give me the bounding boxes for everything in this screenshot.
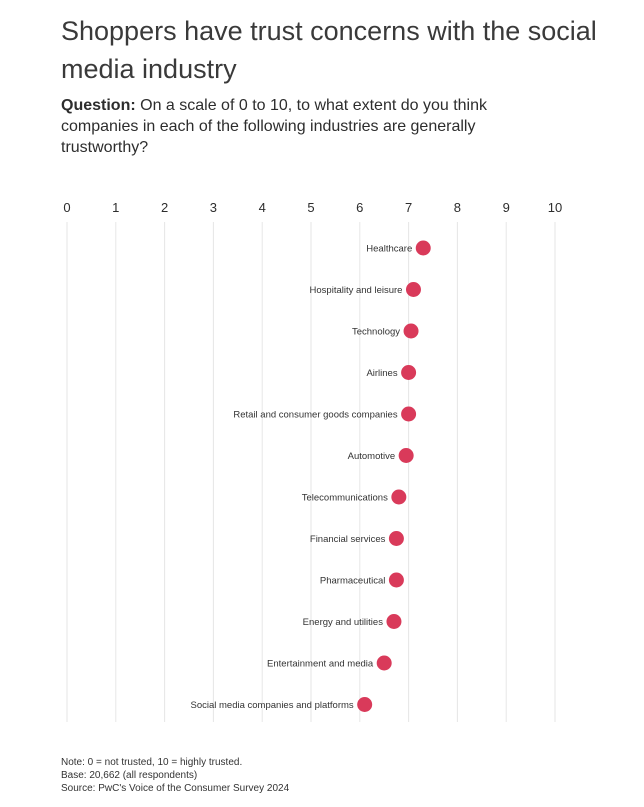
category-labels: Healthcare Hospitality and leisure Technol… — [191, 244, 413, 712]
data-point — [401, 406, 417, 422]
category-label: Social media companies and platforms — [191, 700, 354, 711]
x-tick-label-0: 0 — [63, 200, 70, 215]
category-label: Healthcare — [366, 244, 412, 255]
chart-title: Shoppers have trust concerns with the so… — [61, 16, 597, 84]
note-text: Note: 0 = not trusted, 10 = highly trust… — [61, 757, 243, 768]
data-point — [391, 489, 407, 505]
category-label: Pharmaceutical — [320, 576, 385, 587]
x-axis-ticks: 0 1 2 3 4 5 6 7 8 9 10 — [63, 200, 562, 215]
category-label: Retail and consumer goods companies — [233, 410, 397, 421]
x-tick-label-6: 6 — [356, 200, 363, 215]
data-point — [357, 697, 373, 712]
data-point — [388, 572, 404, 588]
x-tick-label-4: 4 — [259, 200, 266, 215]
data-point — [415, 240, 431, 256]
category-label: Entertainment and media — [267, 659, 374, 670]
x-tick-label-7: 7 — [405, 200, 412, 215]
x-tick-label-9: 9 — [503, 200, 510, 215]
category-label: Telecommunications — [302, 493, 388, 504]
x-tick-label-8: 8 — [454, 200, 461, 215]
data-point — [403, 323, 419, 339]
footnotes: Note: 0 = not trusted, 10 = highly trust… — [61, 756, 289, 795]
category-label: Hospitality and leisure — [310, 285, 403, 296]
base-text: Base: 20,662 (all respondents) — [61, 770, 198, 781]
data-point — [386, 614, 402, 629]
data-point — [376, 655, 392, 671]
source-text: Source: PwC's Voice of the Consumer Surv… — [61, 783, 290, 794]
x-tick-label-2: 2 — [161, 200, 168, 215]
x-tick-label-10: 10 — [548, 200, 562, 215]
data-point — [405, 282, 421, 297]
data-points — [357, 240, 431, 712]
x-tick-label-5: 5 — [307, 200, 314, 215]
dot-plot-chart: 0 1 2 3 4 5 6 7 8 9 10 Healthcare Hospitality and l… — [63, 200, 562, 722]
x-tick-label-3: 3 — [210, 200, 217, 215]
data-point — [398, 448, 414, 463]
category-label: Technology — [352, 327, 400, 338]
question-label: Question: — [61, 97, 136, 114]
grid-lines — [66, 222, 556, 722]
category-label: Financial services — [310, 534, 386, 545]
x-tick-label-1: 1 — [112, 200, 119, 215]
category-label: Automotive — [348, 451, 396, 462]
category-label: Airlines — [366, 368, 397, 379]
category-label: Energy and utilities — [303, 617, 384, 628]
data-point — [388, 531, 404, 546]
data-point — [401, 365, 417, 380]
chart-question: Question: On a scale of 0 to 10, to what… — [61, 95, 561, 158]
question-text: On a scale of 0 to 10, to what extent do… — [61, 97, 488, 156]
